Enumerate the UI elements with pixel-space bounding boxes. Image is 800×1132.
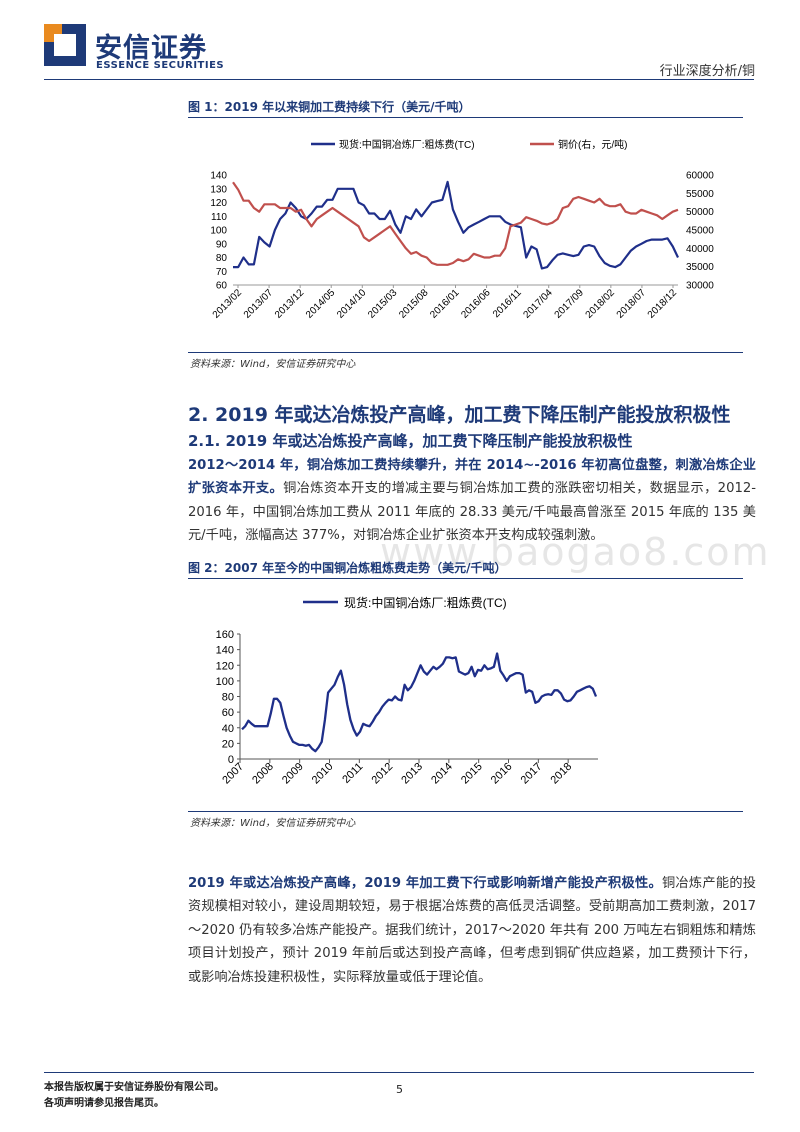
watermark: www.baogao8.com	[380, 530, 771, 574]
x-tick-label: 2014	[429, 761, 455, 787]
x-tick-label: 2015	[459, 761, 485, 787]
y-left-tick-label: 130	[210, 184, 227, 195]
paragraph-2-body: 铜冶炼产能的投资规模相对较小，建设周期较短，易于根据冶炼费的高低灵活调整。受前期…	[188, 876, 756, 985]
paragraph-2: 2019 年或达冶炼投产高峰，2019 年加工费下行或影响新增产能投产积极性。铜…	[188, 872, 756, 989]
x-tick-label: 2015/03	[366, 287, 400, 321]
y-tick-label: 140	[216, 645, 234, 657]
series-line-copper	[232, 181, 679, 266]
paragraph-2-lead: 2019 年或达冶炼投产高峰，2019 年加工费下行或影响新增产能投产积极性。	[188, 876, 662, 891]
x-tick-label: 2017	[519, 761, 545, 787]
y-right-tick-label: 35000	[686, 262, 714, 273]
legend-label-tc: 现货:中国铜冶炼厂:粗炼费(TC)	[344, 595, 507, 610]
logo-chinese: 安信证券	[95, 33, 207, 64]
y-right-tick-label: 45000	[686, 226, 714, 237]
x-tick-label: 2016/06	[459, 287, 493, 321]
paragraph-1-lead: 2012～2014 年，铜冶炼加工费持续攀升，并在 2014~-2016 年初高…	[188, 458, 756, 497]
x-tick-label: 2012	[369, 761, 395, 787]
legend-label-tc: 现货:中国铜冶炼厂:粗炼费(TC)	[339, 138, 475, 151]
x-tick-label: 2017/09	[553, 287, 587, 321]
figure2-source: 资料来源：Wind，安信证券研究中心	[190, 818, 356, 829]
x-tick-label: 2013	[399, 761, 425, 787]
x-tick-label: 2015/08	[397, 287, 431, 321]
y-left-tick-label: 120	[210, 198, 227, 209]
y-left-tick-label: 60	[216, 281, 228, 292]
y-left-tick-label: 110	[211, 212, 227, 223]
y-tick-label: 160	[216, 629, 234, 641]
y-tick-label: 20	[222, 738, 234, 750]
x-tick-label: 2008	[250, 761, 276, 787]
y-left-tick-label: 80	[216, 253, 228, 264]
page-number: 5	[396, 1083, 403, 1096]
y-tick-label: 80	[222, 692, 234, 704]
y-left-tick-label: 90	[216, 239, 228, 250]
x-tick-label: 2010	[310, 761, 336, 787]
x-tick-label: 2016/11	[491, 287, 524, 320]
subsection-heading: 2.1. 2019 年或达冶炼投产高峰，加工费下降压制产能投放积极性	[188, 432, 633, 450]
x-tick-label: 2017/04	[521, 287, 555, 321]
company-logo-icon	[44, 24, 86, 66]
y-left-tick-label: 140	[210, 171, 227, 182]
figure1-chart: 现货:中国铜冶炼厂:粗炼费(TC) 铜价(右，元/吨) 60 70 80 90 100 11…	[210, 138, 714, 321]
figure2-top-rule	[188, 578, 743, 579]
y-right-tick-label: 40000	[686, 244, 714, 255]
figure2-chart: 现货:中国铜冶炼厂:粗炼费(TC) 0 20 40 60 80 100 120 140 160 2…	[216, 595, 598, 787]
y-left-tick-label: 100	[210, 226, 227, 237]
x-tick-label: 2009	[280, 761, 306, 787]
y-tick-label: 120	[216, 660, 234, 672]
section-heading: 2. 2019 年或达冶炼投产高峰，加工费下降压制产能投放积极性	[188, 404, 731, 426]
y-right-tick-label: 50000	[686, 207, 714, 218]
figure1-title: 图 1：2019 年以来铜加工费持续下行（美元/千吨）	[188, 100, 471, 114]
x-tick-label: 2007	[220, 761, 246, 787]
y-tick-label: 40	[222, 723, 234, 735]
figure1-bottom-rule	[188, 352, 743, 353]
x-tick-label: 2018	[548, 761, 574, 787]
y-right-tick-label: 55000	[686, 189, 714, 200]
x-tick-label: 2013/12	[273, 287, 307, 321]
paragraph-1: 2012～2014 年，铜冶炼加工费持续攀升，并在 2014~-2016 年初高…	[188, 454, 756, 548]
legend-label-copper: 铜价(右，元/吨)	[558, 138, 627, 151]
figure1-top-rule	[188, 117, 743, 118]
footer-divider	[44, 1072, 754, 1073]
y-tick-label: 100	[216, 676, 234, 688]
report-type: 行业深度分析/铜	[659, 64, 755, 79]
y-right-tick-label: 60000	[686, 171, 714, 182]
logo-english: ESSENCE SECURITIES	[96, 60, 225, 71]
paragraph-1-body: 铜冶炼资本开支的增减主要与铜冶炼加工费的涨跌密切相关，数据显示，2012-201…	[188, 481, 756, 544]
x-tick-label: 2013/02	[211, 287, 245, 321]
x-tick-label: 2016/01	[428, 287, 462, 321]
x-tick-label: 2018/12	[646, 287, 680, 321]
y-tick-label: 60	[222, 707, 234, 719]
x-tick-label: 2016	[489, 761, 515, 787]
y-left-tick-label: 70	[216, 267, 228, 278]
x-tick-label: 2013/07	[242, 287, 276, 321]
x-tick-label: 2014/10	[335, 287, 369, 321]
series-line-tc	[241, 652, 598, 753]
x-tick-label: 2011	[340, 761, 365, 786]
y-tick-label: 0	[228, 754, 234, 766]
x-tick-label: 2018/02	[584, 287, 618, 321]
figure2-title: 图 2：2007 年至今的中国铜冶炼粗炼费走势（美元/千吨）	[188, 561, 507, 575]
footer-copyright: 本报告版权属于安信证券股份有限公司。	[44, 1082, 224, 1093]
x-tick-label: 2014/05	[304, 287, 338, 321]
header-divider	[44, 79, 754, 80]
figure1-source: 资料来源：Wind，安信证券研究中心	[190, 359, 356, 370]
figure2-bottom-rule	[188, 811, 743, 812]
y-right-tick-label: 30000	[686, 281, 714, 292]
footer-disclaimer: 各项声明请参见报告尾页。	[44, 1098, 164, 1109]
series-line-tc	[233, 180, 679, 270]
x-tick-label: 2018/07	[615, 287, 649, 321]
